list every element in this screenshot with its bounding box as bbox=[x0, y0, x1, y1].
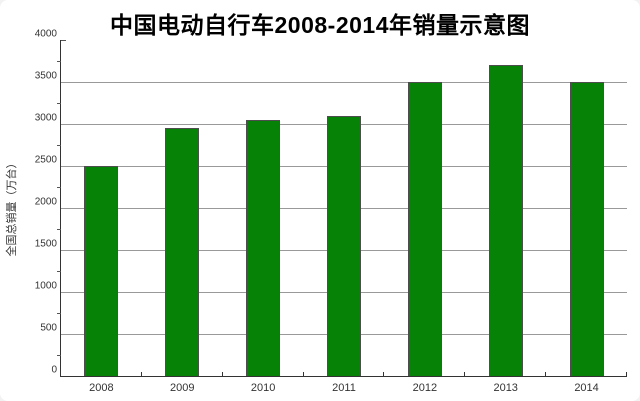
gridline-3500 bbox=[61, 81, 627, 83]
x-tick-label-2014: 2014 bbox=[574, 382, 599, 394]
bar-2012 bbox=[407, 82, 442, 376]
y-tick-label-3000: 3000 bbox=[34, 112, 57, 124]
y-tick-label-2500: 2500 bbox=[34, 154, 57, 166]
bar-2008 bbox=[84, 166, 119, 376]
x-boundary-tick-3 bbox=[302, 372, 304, 376]
x-boundary-tick-7 bbox=[626, 372, 627, 376]
y-tick-label-1500: 1500 bbox=[34, 238, 57, 250]
y-minor-tick-3750 bbox=[57, 60, 61, 62]
y-axis-top-tick bbox=[61, 40, 66, 41]
chart-title: 中国电动自行车2008-2014年销量示意图 bbox=[110, 12, 530, 38]
plot-area: 0 500 1000 1500 2000 2500 3000 3500 4000 2008 2009… bbox=[35, 29, 627, 394]
y-tick-label-2000: 2000 bbox=[34, 196, 57, 208]
x-boundary-tick-2 bbox=[221, 372, 223, 376]
bar-2013 bbox=[488, 65, 523, 376]
y-tick-label-500: 500 bbox=[40, 322, 57, 334]
x-boundary-tick-4 bbox=[383, 372, 385, 376]
x-tick-label-2011: 2011 bbox=[332, 382, 356, 394]
x-boundary-tick-1 bbox=[140, 372, 142, 376]
y-minor-tick-2250 bbox=[57, 186, 61, 188]
y-minor-tick-1250 bbox=[57, 270, 61, 272]
x-tick-label-2010: 2010 bbox=[250, 382, 276, 394]
y-minor-tick-1750 bbox=[57, 228, 61, 230]
y-tick-label-3500: 3500 bbox=[34, 70, 57, 82]
bar-2009 bbox=[165, 128, 200, 376]
x-tick-label-2009: 2009 bbox=[170, 382, 195, 394]
bar-2011 bbox=[327, 116, 361, 376]
y-minor-tick-750 bbox=[57, 312, 61, 314]
x-tick-label-2012: 2012 bbox=[412, 382, 438, 394]
y-tick-label-0: 0 bbox=[51, 364, 57, 376]
y-minor-tick-2750 bbox=[57, 144, 61, 146]
y-tick-label-4000: 4000 bbox=[34, 28, 57, 40]
x-boundary-tick-6 bbox=[545, 372, 547, 376]
x-tick-label-2013: 2013 bbox=[493, 382, 518, 394]
y-minor-tick-250 bbox=[57, 354, 61, 356]
bar-2014 bbox=[569, 82, 604, 376]
x-boundary-tick-5 bbox=[464, 372, 466, 376]
x-tick-label-2008: 2008 bbox=[89, 382, 114, 394]
y-minor-tick-3250 bbox=[57, 102, 61, 104]
bar-2010 bbox=[246, 120, 281, 376]
y-tick-label-1000: 1000 bbox=[34, 280, 57, 292]
